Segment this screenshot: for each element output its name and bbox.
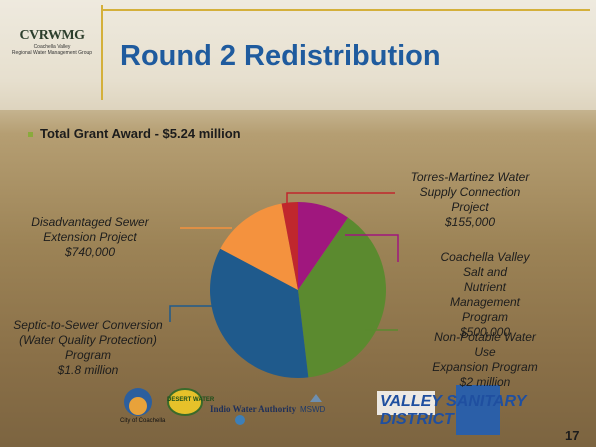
partner-name: Indio Water Authority [210,404,296,414]
bullet-mark [28,132,33,137]
pie [210,202,386,378]
slice-value: $2 million [430,375,541,390]
slice-label: Coachella Valley Salt and Nutrient Manag… [430,250,541,340]
slice-name: Non-Potable Water Use Expansion Program [430,330,541,375]
partner-name: VALLEY SANITARY DISTRICT [380,393,596,429]
logo-icon [129,397,147,415]
partner-name: DESERT WATER [167,397,214,403]
slice-value: $155,000 [407,215,533,230]
leader-line [170,306,215,322]
slice-label: Non-Potable Water Use Expansion Program$… [430,330,541,390]
slice-name: Torres-Martinez Water Supply Connection … [407,170,533,215]
slice-label: Septic-to-Sewer Conversion (Water Qualit… [13,318,162,378]
slice-name: Septic-to-Sewer Conversion (Water Qualit… [13,318,162,363]
slice-name: Disadvantaged Sewer Extension Project [31,215,148,245]
logo-icon [235,415,245,425]
page-number: 17 [565,428,579,443]
bullet-text: Total Grant Award - $5.24 million [40,126,241,141]
slide: CVRWMG Coachella Valley Regional Water M… [0,0,596,447]
logo-name: CVRWMG [8,28,96,44]
logo: CVRWMG Coachella Valley Regional Water M… [8,28,96,56]
slide-title: Round 2 Redistribution [120,40,441,73]
logo-subtitle: Coachella Valley Regional Water Manageme… [8,44,96,56]
slice-label: Disadvantaged Sewer Extension Project$74… [31,215,148,260]
partner-name: MSWD [300,405,325,414]
slice-value: $1.8 million [13,363,162,378]
slice-name: Coachella Valley Salt and Nutrient Manag… [430,250,541,325]
slice-value: $740,000 [31,245,148,260]
partner-name: City of Coachella [120,418,165,424]
logo-icon [310,394,322,402]
slice-label: Torres-Martinez Water Supply Connection … [407,170,533,230]
